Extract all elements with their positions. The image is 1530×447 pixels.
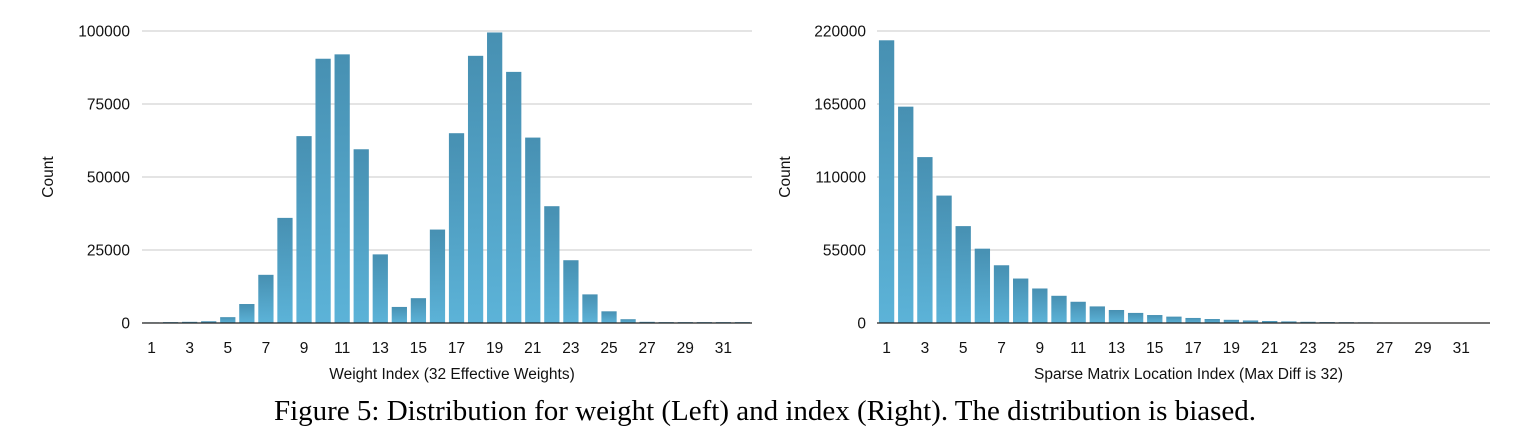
weight-bar bbox=[296, 136, 312, 323]
weight-bar bbox=[563, 260, 579, 323]
index-x-tick-label: 7 bbox=[997, 340, 1006, 357]
weight-x-tick-label: 5 bbox=[223, 340, 232, 357]
weight-x-tick-label: 11 bbox=[334, 340, 350, 357]
index-x-tick-label: 9 bbox=[1036, 340, 1045, 357]
index-y-tick-label: 55000 bbox=[823, 243, 866, 260]
weight-bar bbox=[544, 206, 560, 323]
index-x-tick-label: 11 bbox=[1070, 340, 1086, 357]
index-bar bbox=[1070, 301, 1086, 323]
weight-bar bbox=[220, 317, 236, 323]
index-bar bbox=[955, 226, 971, 323]
weight-bar bbox=[258, 274, 274, 323]
index-bar bbox=[1262, 321, 1278, 323]
weight-bar bbox=[582, 294, 598, 323]
weight-y-axis-label: Count bbox=[40, 156, 57, 198]
weight-bar bbox=[334, 54, 350, 324]
index-bar bbox=[878, 40, 895, 324]
index-y-axis-label: Count bbox=[777, 156, 794, 198]
index-bar bbox=[1108, 309, 1125, 323]
weight-x-axis-label: Weight Index (32 Effective Weights) bbox=[329, 366, 575, 383]
weight-bar bbox=[525, 137, 541, 323]
index-x-tick-label: 17 bbox=[1184, 340, 1201, 357]
weight-bar bbox=[353, 149, 369, 323]
weight-y-tick-label: 25000 bbox=[87, 243, 130, 260]
weight-x-tick-label: 21 bbox=[524, 340, 541, 357]
index-bar bbox=[993, 265, 1010, 323]
weight-bar bbox=[601, 311, 617, 323]
weight-x-tick-label: 29 bbox=[677, 340, 694, 357]
index-y-tick-label: 110000 bbox=[815, 170, 866, 187]
weight-x-tick-label: 3 bbox=[185, 340, 194, 357]
weight-x-tick-label: 19 bbox=[486, 340, 503, 357]
weight-bar bbox=[372, 254, 388, 323]
index-y-tick-label: 220000 bbox=[814, 24, 866, 41]
weight-y-tick-label: 50000 bbox=[87, 170, 130, 187]
weight-x-tick-label: 23 bbox=[562, 340, 579, 357]
weight-y-tick-label: 0 bbox=[121, 316, 130, 333]
index-bar bbox=[1147, 315, 1163, 323]
index-x-tick-label: 29 bbox=[1414, 340, 1431, 357]
index-bar bbox=[1281, 321, 1297, 323]
weight-y-tick-label: 75000 bbox=[87, 97, 130, 114]
weight-bar bbox=[277, 217, 293, 323]
weight-x-tick-label: 25 bbox=[600, 340, 617, 357]
index-bar bbox=[1204, 319, 1220, 323]
index-bar bbox=[1032, 288, 1048, 323]
weight-bar bbox=[506, 71, 522, 323]
index-bar bbox=[1051, 295, 1067, 323]
weight-y-tick-label: 100000 bbox=[78, 24, 130, 41]
index-x-tick-label: 27 bbox=[1376, 340, 1393, 357]
index-y-tick-label: 165000 bbox=[814, 97, 866, 114]
weight-x-tick-label: 13 bbox=[372, 340, 389, 357]
weight-x-tick-label: 9 bbox=[300, 340, 309, 357]
index-x-axis-label: Sparse Matrix Location Index (Max Diff i… bbox=[1034, 366, 1343, 383]
figure-caption: Figure 5: Distribution for weight (Left)… bbox=[273, 395, 1257, 427]
weight-bar bbox=[410, 298, 427, 323]
index-x-tick-label: 31 bbox=[1453, 340, 1470, 357]
weight-bar bbox=[315, 58, 331, 324]
weight-bar bbox=[467, 55, 484, 323]
weight-bar bbox=[391, 306, 407, 323]
weight-x-tick-label: 15 bbox=[410, 340, 427, 357]
index-bar bbox=[1166, 316, 1182, 323]
weight-x-tick-label: 27 bbox=[639, 340, 656, 357]
index-x-tick-label: 23 bbox=[1299, 340, 1316, 357]
index-x-tick-label: 25 bbox=[1338, 340, 1355, 357]
weight-x-tick-label: 31 bbox=[715, 340, 732, 357]
weight-bar bbox=[448, 133, 465, 323]
weight-x-tick-label: 17 bbox=[448, 340, 465, 357]
weight-bar bbox=[429, 229, 446, 323]
index-bar bbox=[974, 248, 991, 323]
index-x-tick-label: 21 bbox=[1261, 340, 1278, 357]
weight-bar bbox=[487, 32, 503, 324]
index-x-tick-label: 13 bbox=[1108, 340, 1125, 357]
index-bar bbox=[1223, 319, 1240, 323]
index-x-tick-label: 5 bbox=[959, 340, 968, 357]
weight-x-tick-label: 1 bbox=[147, 340, 156, 357]
index-x-tick-label: 1 bbox=[882, 340, 891, 357]
index-x-tick-label: 19 bbox=[1223, 340, 1240, 357]
weight-x-tick-label: 7 bbox=[262, 340, 271, 357]
weight-bar bbox=[201, 321, 217, 323]
index-bar bbox=[1185, 317, 1201, 323]
index-bar bbox=[1127, 312, 1144, 323]
index-bar bbox=[1013, 278, 1029, 323]
index-bar bbox=[917, 157, 933, 323]
index-x-tick-label: 3 bbox=[921, 340, 930, 357]
weight-bar bbox=[239, 304, 255, 323]
index-y-tick-label: 0 bbox=[857, 316, 866, 333]
index-bar bbox=[1089, 306, 1105, 323]
index-bar bbox=[1242, 320, 1259, 323]
index-x-tick-label: 15 bbox=[1146, 340, 1163, 357]
weight-bar bbox=[620, 319, 636, 323]
index-bar bbox=[898, 106, 914, 324]
index-bar bbox=[936, 195, 952, 323]
